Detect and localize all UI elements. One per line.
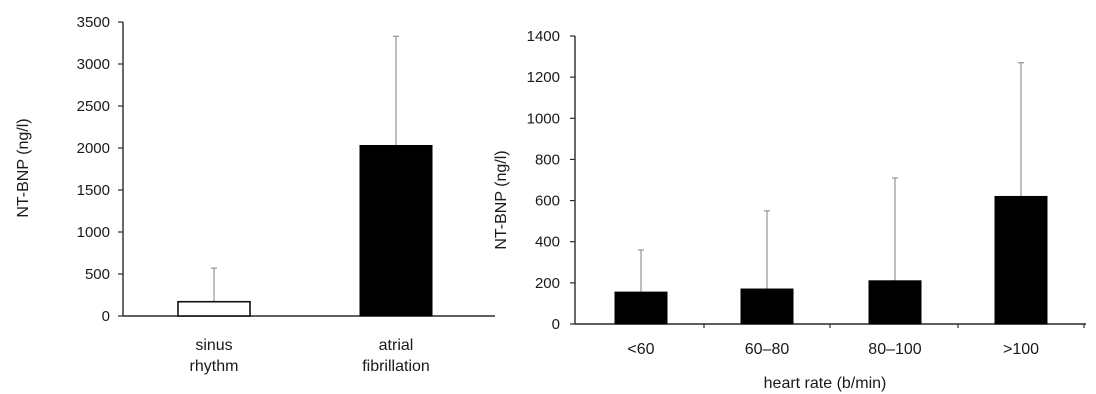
y-tick-label: 0 — [552, 316, 560, 333]
bar — [359, 144, 433, 317]
error-bars — [638, 62, 1024, 293]
y-tick-label: 2000 — [77, 140, 110, 157]
category-label: sinus rhythm — [190, 337, 239, 375]
y-tick-label: 1000 — [77, 224, 110, 241]
bar — [994, 195, 1048, 325]
bar — [177, 300, 251, 317]
y-tick-label: 800 — [535, 151, 560, 168]
category-labels: sinus rhythm atrial fibrillation — [190, 337, 430, 375]
y-tick-label: 2500 — [77, 98, 110, 115]
y-tick-label: 500 — [85, 266, 110, 283]
y-axis-title: NT-BNP (ng/l) — [15, 118, 32, 217]
error-bars — [211, 35, 399, 302]
chart-heart-rate: NT-BNP (ng/l) 0200400600800100012001400 … — [493, 28, 1086, 392]
category-label: 60–80 — [745, 341, 790, 358]
y-axis-title: NT-BNP (ng/l) — [493, 150, 510, 249]
y-tick-label: 1400 — [527, 28, 560, 45]
y-tick-label: 1000 — [527, 110, 560, 127]
y-tick-label: 3500 — [77, 14, 110, 31]
y-tick-label: 3000 — [77, 56, 110, 73]
bars — [177, 144, 433, 317]
y-ticks: 0 200 400 600 800 1000 1200 1400 — [527, 28, 1085, 333]
y-tick-label: 200 — [535, 275, 560, 292]
category-label: >100 — [1003, 341, 1039, 358]
category-label: <60 — [627, 341, 654, 358]
x-axis-title: heart rate (b/min) — [764, 375, 887, 392]
y-tick-label: 600 — [535, 193, 560, 210]
bars — [614, 195, 1048, 325]
bar — [614, 291, 668, 325]
category-label: 80–100 — [868, 341, 921, 358]
category-label: atrial fibrillation — [362, 337, 430, 375]
y-tick-label: 1500 — [77, 182, 110, 199]
chart-rhythm: NT-BNP (ng/l) 0 500 1000 1500 2000 2500 3000 35… — [15, 14, 495, 375]
y-tick-label: 400 — [535, 234, 560, 251]
bar — [740, 288, 794, 325]
bar — [868, 280, 922, 325]
y-ticks: 0 500 1000 1500 2000 2500 3000 3500 — [77, 14, 123, 325]
category-labels: <60 60–80 80–100 >100 — [627, 341, 1039, 358]
y-tick-label: 1200 — [527, 69, 560, 86]
y-tick-label: 0 — [102, 308, 110, 325]
